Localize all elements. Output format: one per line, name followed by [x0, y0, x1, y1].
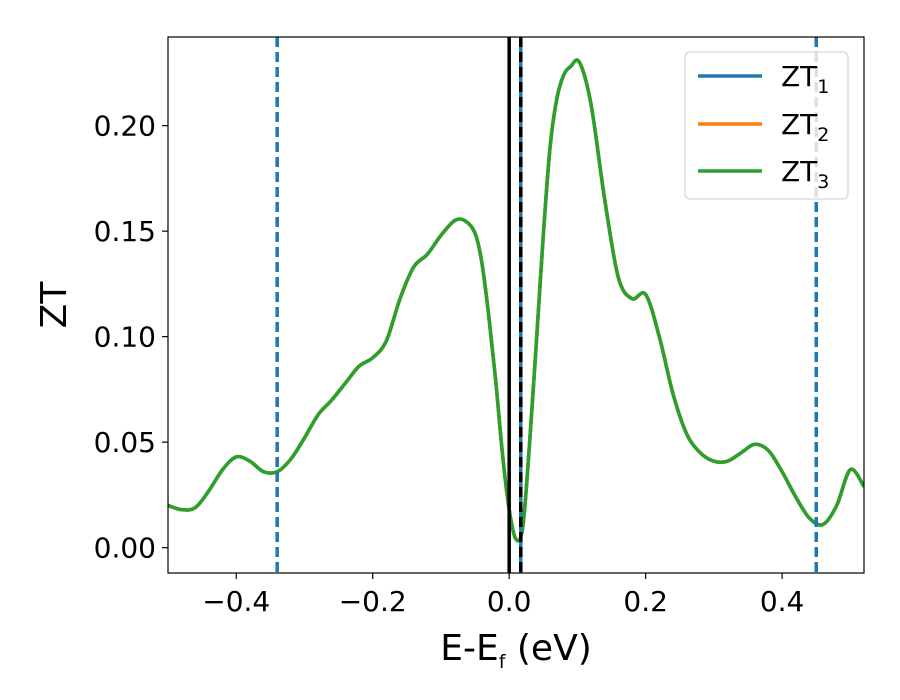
x-tick-label: 0.4	[760, 585, 805, 618]
x-tick-label: −0.4	[202, 585, 270, 618]
legend-label-2: ZT2	[781, 108, 829, 146]
legend-label-3: ZT3	[781, 155, 829, 193]
y-tick-label: 0.00	[94, 532, 156, 565]
x-axis-label: E-Ef (eV)	[440, 628, 592, 673]
x-axis-label-main: E-E	[440, 628, 498, 669]
legend-entry-3: ZT3	[698, 155, 829, 193]
y-axis-label: ZT	[34, 281, 75, 329]
x-tick-label: −0.2	[339, 585, 407, 618]
x-axis-label-sub: f	[499, 651, 507, 673]
legend-entry-1: ZT1	[698, 60, 829, 98]
plot-frame	[167, 36, 865, 574]
legend-label-1: ZT1	[781, 60, 829, 98]
series-line-zt3	[168, 58, 864, 543]
y-tick-label: 0.10	[94, 321, 156, 354]
legend-entry-2: ZT2	[698, 108, 829, 146]
x-tick-label: 0.0	[487, 585, 532, 618]
x-tick-label: 0.2	[623, 585, 668, 618]
y-tick-label: 0.05	[94, 426, 156, 459]
y-tick-label: 0.20	[94, 110, 156, 143]
y-tick-label: 0.15	[94, 215, 156, 248]
legend: ZT1 ZT2 ZT3	[684, 51, 849, 200]
legend-box	[684, 51, 849, 200]
x-axis-label-unit: (eV)	[505, 628, 591, 669]
